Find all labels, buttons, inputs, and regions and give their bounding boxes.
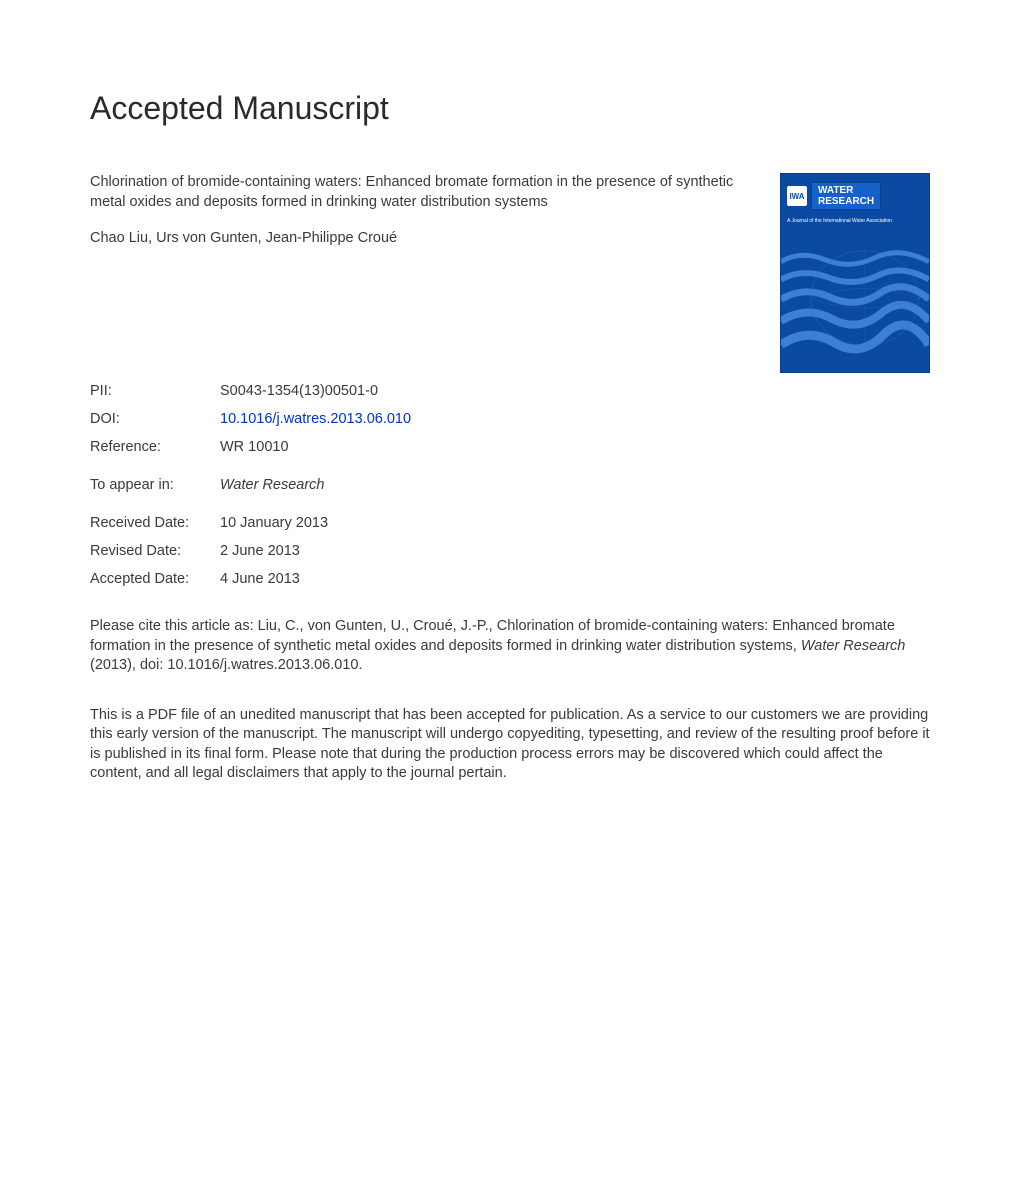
cover-title-line1: WATER bbox=[818, 185, 874, 196]
citation-prefix: Please cite this article as: Liu, C., vo… bbox=[90, 618, 895, 654]
article-title: Chlorination of bromide-containing water… bbox=[90, 173, 766, 212]
meta-label-accepted: Accepted Date: bbox=[90, 571, 220, 587]
header-row: Chlorination of bromide-containing water… bbox=[90, 173, 930, 373]
meta-label-revised: Revised Date: bbox=[90, 543, 220, 559]
meta-label-doi: DOI: bbox=[90, 411, 220, 427]
cover-title-line2: RESEARCH bbox=[818, 196, 874, 207]
meta-label-received: Received Date: bbox=[90, 515, 220, 531]
cover-subtitle: A Journal of the International Water Ass… bbox=[781, 218, 929, 226]
meta-row-reference: Reference: WR 10010 bbox=[90, 439, 930, 455]
meta-row-received: Received Date: 10 January 2013 bbox=[90, 515, 930, 531]
disclaimer-block: This is a PDF file of an unedited manusc… bbox=[90, 706, 930, 784]
meta-label-pii: PII: bbox=[90, 383, 220, 399]
citation-block: Please cite this article as: Liu, C., vo… bbox=[90, 617, 930, 676]
meta-value-appear: Water Research bbox=[220, 477, 325, 493]
citation-journal: Water Research bbox=[801, 638, 906, 654]
meta-label-appear: To appear in: bbox=[90, 477, 220, 493]
wave-pattern-icon bbox=[781, 244, 929, 372]
header-text-column: Chlorination of bromide-containing water… bbox=[90, 173, 766, 282]
meta-label-reference: Reference: bbox=[90, 439, 220, 455]
meta-row-accepted: Accepted Date: 4 June 2013 bbox=[90, 571, 930, 587]
article-authors: Chao Liu, Urs von Gunten, Jean-Philippe … bbox=[90, 230, 766, 246]
metadata-table: PII: S0043-1354(13)00501-0 DOI: 10.1016/… bbox=[90, 383, 930, 587]
meta-value-pii: S0043-1354(13)00501-0 bbox=[220, 383, 378, 399]
cover-title: WATER RESEARCH bbox=[811, 182, 881, 210]
cover-header: IWA WATER RESEARCH bbox=[781, 174, 929, 218]
meta-row-doi: DOI: 10.1016/j.watres.2013.06.010 bbox=[90, 411, 930, 427]
meta-row-revised: Revised Date: 2 June 2013 bbox=[90, 543, 930, 559]
meta-value-reference: WR 10010 bbox=[220, 439, 289, 455]
meta-row-appear: To appear in: Water Research bbox=[90, 477, 930, 493]
doi-link[interactable]: 10.1016/j.watres.2013.06.010 bbox=[220, 411, 411, 427]
meta-value-accepted: 4 June 2013 bbox=[220, 571, 300, 587]
meta-value-received: 10 January 2013 bbox=[220, 515, 328, 531]
meta-value-revised: 2 June 2013 bbox=[220, 543, 300, 559]
meta-row-pii: PII: S0043-1354(13)00501-0 bbox=[90, 383, 930, 399]
citation-suffix: (2013), doi: 10.1016/j.watres.2013.06.01… bbox=[90, 657, 362, 673]
page-title: Accepted Manuscript bbox=[90, 90, 930, 127]
iwa-logo-icon: IWA bbox=[787, 186, 807, 206]
journal-cover: IWA WATER RESEARCH A Journal of the Inte… bbox=[780, 173, 930, 373]
